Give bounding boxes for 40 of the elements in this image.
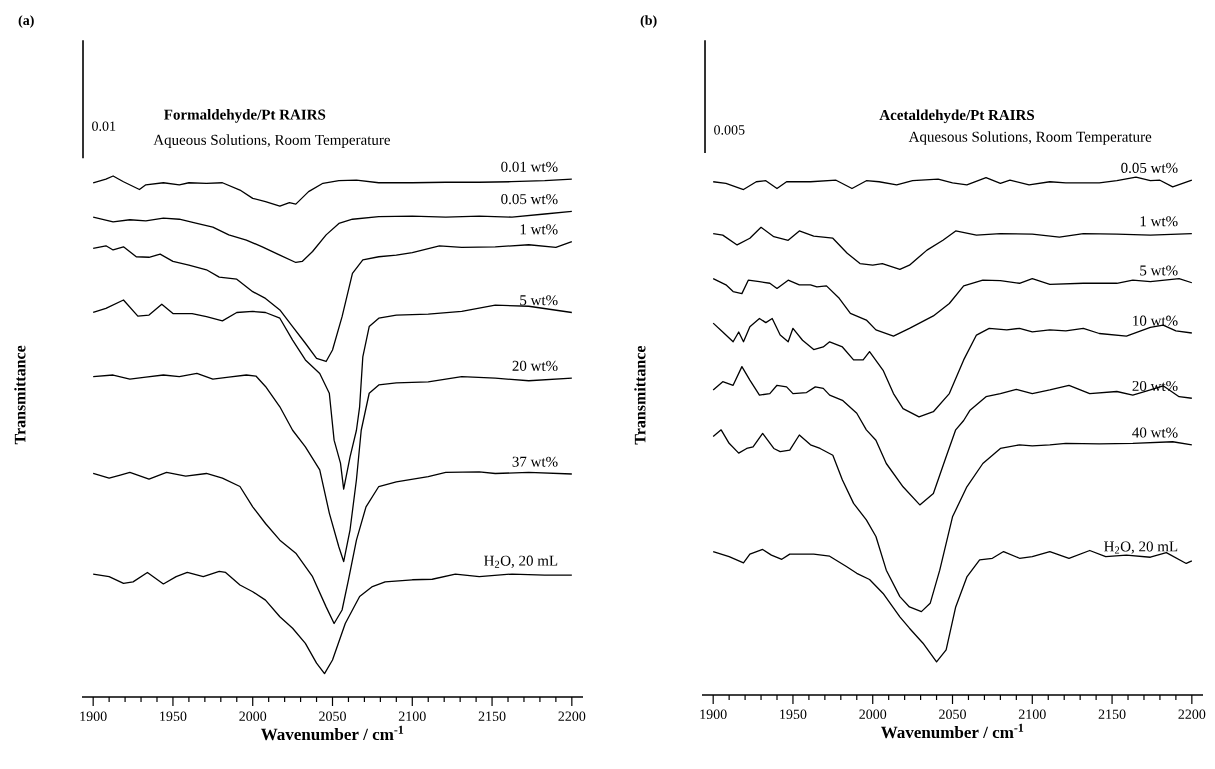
text: Wavenumber / cm$^{-1}$ (260, 725, 404, 741)
series-label: 20 wt% (512, 360, 558, 371)
x-tick-label: 2200 (1178, 709, 1206, 719)
x-tick-label: 2100 (398, 711, 426, 721)
series-label: 37 wt% (512, 456, 558, 467)
series-label: H$_{2}$O, 20 mL (1104, 541, 1178, 554)
text: Wavenumber / cm$^{-1}$ (880, 723, 1024, 739)
series-label: 20 wt% (1132, 380, 1178, 392)
chart-title: Formaldehyde/Pt RAIRS (164, 109, 326, 123)
text: (a) (18, 15, 34, 28)
text: 0.01 (92, 121, 116, 131)
x-tick-label: 2100 (1018, 709, 1046, 719)
x-tick-label: 1900 (80, 711, 107, 721)
x-tick-label: 1950 (160, 711, 187, 721)
x-tick-label: 2150 (478, 711, 506, 721)
x-tick-label: 2200 (558, 711, 586, 721)
series-label: H$_{2}$O, 20 mL (484, 555, 558, 568)
series-label: 0.01 wt% (501, 161, 558, 172)
x-tick-label: 2050 (939, 709, 966, 719)
series-label: 10 wt% (1133, 315, 1178, 326)
x-tick-label: 1950 (780, 709, 807, 719)
x-tick-label: 1900 (700, 709, 727, 719)
series-label: 1 wt% (1140, 216, 1178, 227)
series-label: 0.05 wt% (1121, 162, 1178, 174)
chart-subtitle: Aquesous Solutions, Room Temperature (908, 131, 1152, 145)
text: (b) (640, 15, 657, 28)
series-label: 5 wt% (1140, 265, 1178, 276)
x-tick-label: 2000 (239, 711, 267, 721)
text: 0.005 (714, 125, 745, 135)
series-label: 40 wt% (1132, 427, 1178, 438)
x-tick-label: 2000 (859, 709, 887, 719)
x-tick-label: 2150 (1098, 709, 1126, 719)
x-tick-label: 2050 (319, 711, 346, 721)
chart-subtitle: Aqueous Solutions, Room Temperature (153, 134, 391, 148)
series-label: 1 wt% (520, 224, 558, 235)
series-label: 5 wt% (520, 295, 558, 306)
y-axis-title: Transmittance (634, 345, 646, 445)
series-label: 0.05 wt% (501, 194, 558, 205)
chart-title: Acetaldehyde/Pt RAIRS (879, 109, 1035, 124)
y-axis-title: Transmittance (14, 345, 26, 445)
